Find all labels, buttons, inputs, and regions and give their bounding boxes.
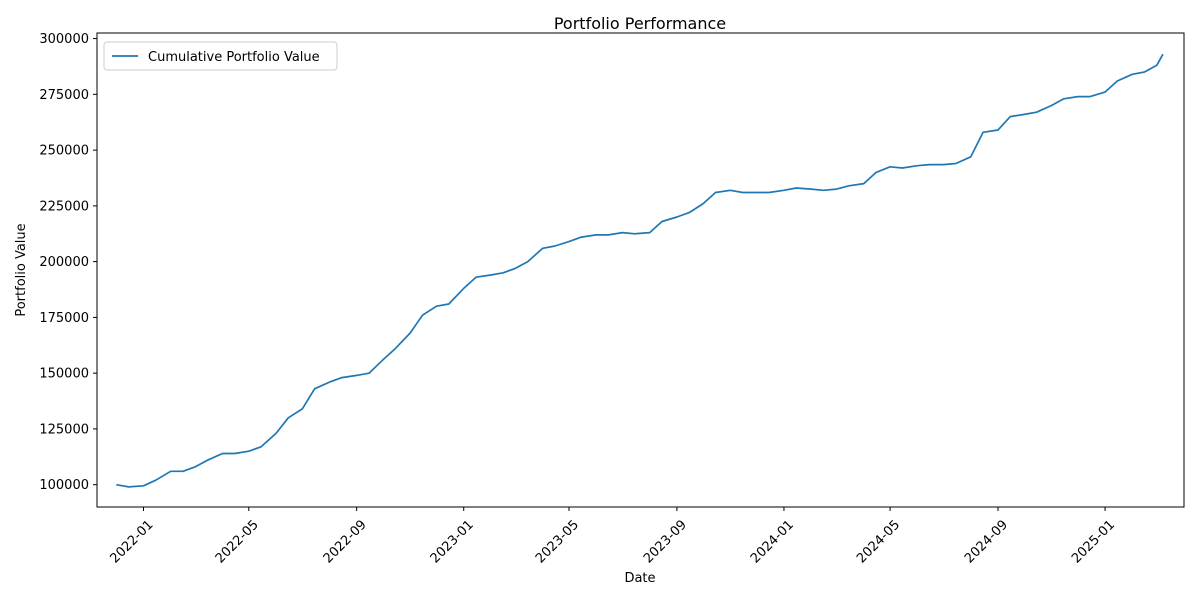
plot-frame: [96, 32, 1185, 508]
y-tick-label: 250000: [39, 144, 89, 159]
x-tick-label: 2025-01: [1069, 517, 1118, 566]
x-tick-label: 2023-09: [641, 517, 690, 566]
y-axis-ticks: 100000 125000 150000 175000 200000 225000 2500…: [39, 32, 97, 493]
x-tick-label: 2024-01: [748, 517, 797, 566]
x-tick-label: 2022-09: [321, 517, 370, 566]
y-tick-label: 225000: [39, 199, 89, 214]
y-tick-label: 150000: [39, 367, 89, 382]
y-tick-label: 175000: [39, 311, 89, 326]
legend[interactable]: Cumulative Portfolio Value: [103, 41, 338, 71]
y-tick-label: 200000: [39, 255, 89, 270]
x-tick-label: 2024-05: [854, 517, 903, 566]
x-tick-label: 2024-09: [962, 517, 1011, 566]
legend-label: Cumulative Portfolio Value: [148, 50, 320, 65]
x-tick-label: 2023-05: [533, 517, 582, 566]
series-line-cumulative-portfolio-value: [116, 53, 1164, 488]
y-tick-label: 125000: [39, 422, 89, 437]
x-axis-ticks: 2022-01 2022-05 2022-09 2023-01 2023-05 2023-…: [108, 507, 1118, 566]
y-tick-label: 300000: [39, 32, 89, 47]
x-tick-label: 2022-05: [213, 517, 262, 566]
x-axis-label: Date: [624, 571, 655, 586]
y-tick-label: 275000: [39, 88, 89, 103]
y-axis-label: Portfolio Value: [14, 223, 29, 316]
legend-box: [103, 41, 338, 71]
chart-title: Portfolio Performance: [554, 14, 726, 33]
x-tick-label: 2023-01: [428, 517, 477, 566]
x-tick-label: 2022-01: [108, 517, 157, 566]
y-tick-label: 100000: [39, 478, 89, 493]
